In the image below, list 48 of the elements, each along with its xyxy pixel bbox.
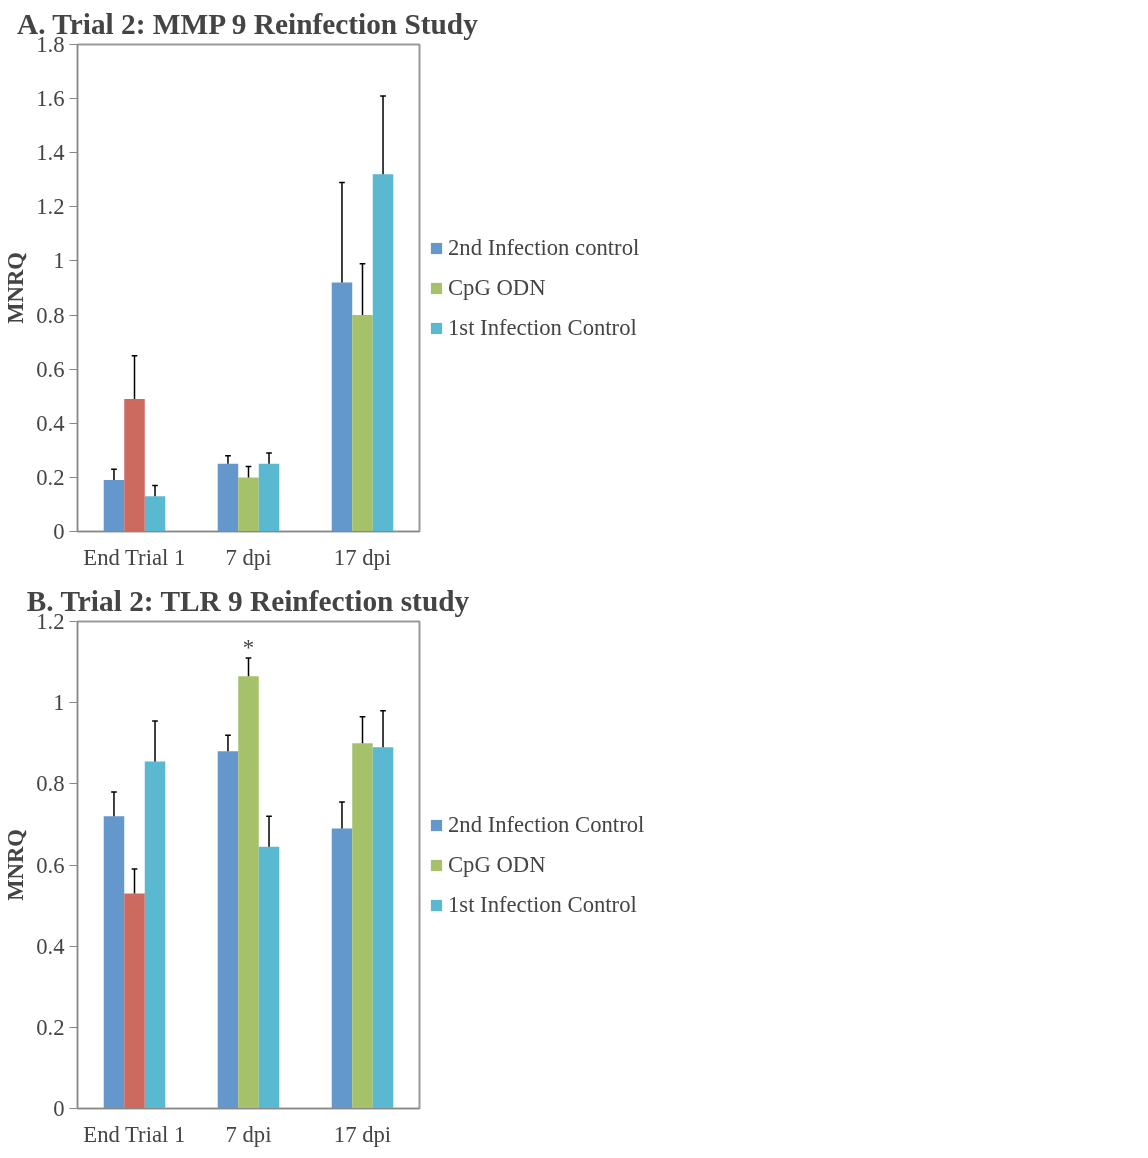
y-tick-label: 0.8 (36, 771, 65, 797)
y-tick-label: 0 (53, 519, 65, 544)
bar (258, 846, 280, 1109)
legend-label: CpG ODN (448, 851, 546, 878)
x-tick-label: 7 dpi (225, 544, 272, 570)
y-tick-label: 0.2 (36, 1014, 65, 1040)
bar (352, 315, 373, 532)
bar (372, 174, 394, 532)
y-tick-label: 0.2 (36, 464, 65, 490)
bar (144, 761, 166, 1109)
y-tick-label: 0.6 (36, 852, 65, 878)
y-tick-label: 0.4 (36, 933, 65, 959)
legend-label: 2nd Infection Control (448, 811, 645, 838)
y-tick-label: 1 (53, 248, 65, 274)
y-tick-label: 1 (53, 690, 65, 716)
bar (217, 463, 239, 532)
x-tick-label: 7 dpi (225, 1121, 272, 1147)
legend-label: 1st Infection Control (448, 891, 637, 918)
bar (238, 676, 259, 1109)
x-tick-label: End Trial 1 (83, 1121, 186, 1147)
legend-label: CpG ODN (448, 274, 546, 301)
bar (144, 496, 166, 532)
y-tick-label: 1.2 (36, 194, 65, 220)
x-tick-label: 17 dpi (333, 544, 392, 570)
bar (331, 282, 353, 532)
bar (258, 463, 280, 532)
annotation: * (242, 635, 255, 661)
bar (217, 751, 239, 1109)
y-tick-label: 0.4 (36, 410, 65, 436)
y-tick-label: 1.6 (36, 86, 65, 112)
bar (124, 893, 145, 1109)
y-axis-title: MNRQ (3, 252, 29, 324)
x-tick-label: End Trial 1 (83, 544, 186, 570)
y-tick-label: 1.4 (36, 140, 65, 166)
y-tick-label: 0.6 (36, 356, 65, 382)
bar (372, 747, 394, 1109)
bar (238, 477, 259, 532)
x-tick-label: 17 dpi (333, 1121, 392, 1147)
legend-label: 2nd Infection control (448, 234, 640, 261)
bar (124, 398, 145, 532)
legend-label: 1st Infection Control (448, 314, 637, 341)
y-tick-label: 0 (53, 1096, 65, 1121)
y-tick-label: 0.8 (36, 302, 65, 328)
bar (331, 828, 353, 1109)
bar (352, 743, 373, 1109)
bar (103, 816, 125, 1109)
y-axis-title: MNRQ (3, 829, 29, 901)
bar (103, 480, 125, 532)
